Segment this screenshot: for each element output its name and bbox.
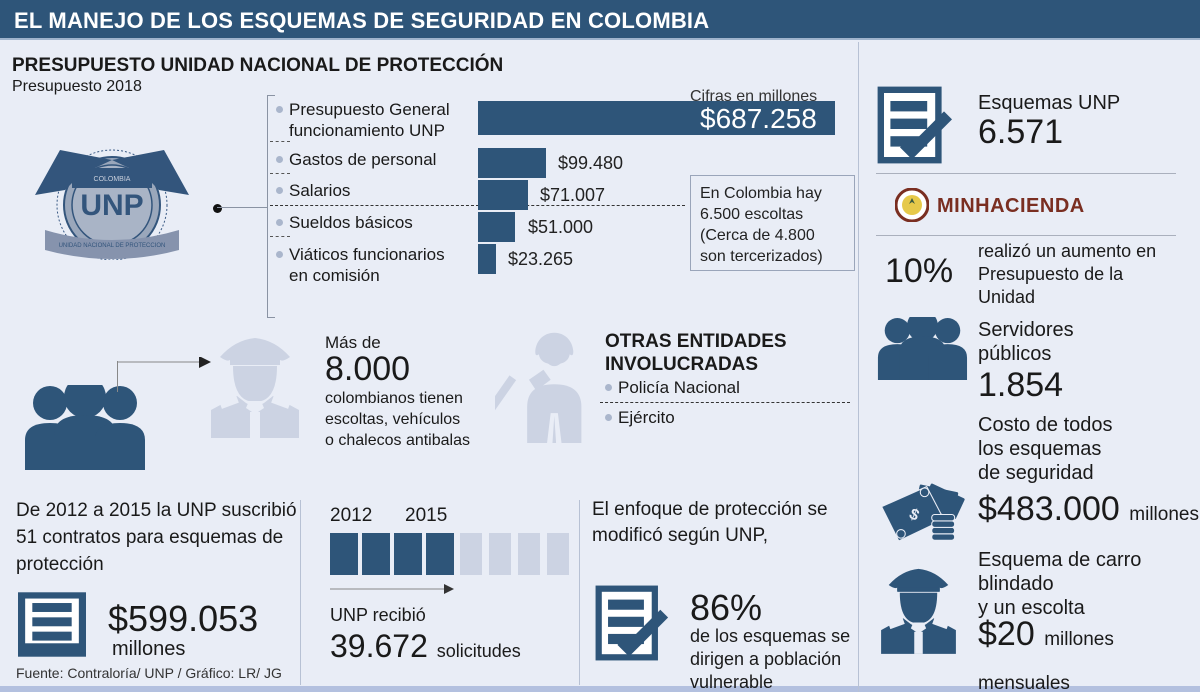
svg-text:UNP: UNP bbox=[80, 189, 143, 222]
svg-text:UNIDAD NACIONAL DE PROTECCION: UNIDAD NACIONAL DE PROTECCION bbox=[59, 243, 166, 249]
svg-text:COLOMBIA: COLOMBIA bbox=[94, 176, 131, 183]
